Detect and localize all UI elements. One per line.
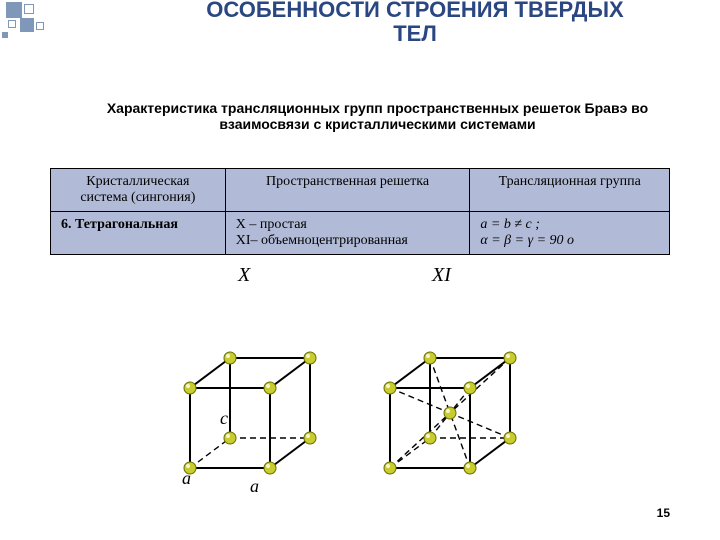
lattice-diagram-xi: [360, 278, 540, 488]
subtitle: Характеристика трансляционных групп прос…: [75, 100, 680, 132]
page-title: ОСОБЕННОСТИ СТРОЕНИЯ ТВЕРДЫХ ТЕЛ: [130, 0, 700, 46]
th-lattice: Пространственная решетка: [225, 169, 470, 212]
th-system: Кристаллическая система (сингония): [51, 169, 226, 212]
slide: ОСОБЕННОСТИ СТРОЕНИЯ ТВЕРДЫХ ТЕЛ Характе…: [0, 0, 720, 540]
bravais-table: Кристаллическая система (сингония) Прост…: [50, 168, 670, 255]
lattice-diagram-x: [160, 278, 340, 488]
cell-group: a = b ≠ c ; α = β = γ = 90 o: [470, 212, 670, 255]
table-row: 6. Тетрагональная X – простая XI– объемн…: [51, 212, 670, 255]
corner-logo: [0, 0, 54, 40]
lattice-figures: X XI a a c: [160, 268, 560, 498]
cell-lattice: X – простая XI– объемноцентрированная: [225, 212, 470, 255]
th-group: Трансляционная группа: [470, 169, 670, 212]
axis-label-c: c: [220, 408, 228, 429]
axis-label-a1: a: [182, 468, 191, 489]
table-header-row: Кристаллическая система (сингония) Прост…: [51, 169, 670, 212]
axis-label-a2: a: [250, 476, 259, 497]
page-number: 15: [657, 506, 670, 520]
cell-system: 6. Тетрагональная: [51, 212, 226, 255]
